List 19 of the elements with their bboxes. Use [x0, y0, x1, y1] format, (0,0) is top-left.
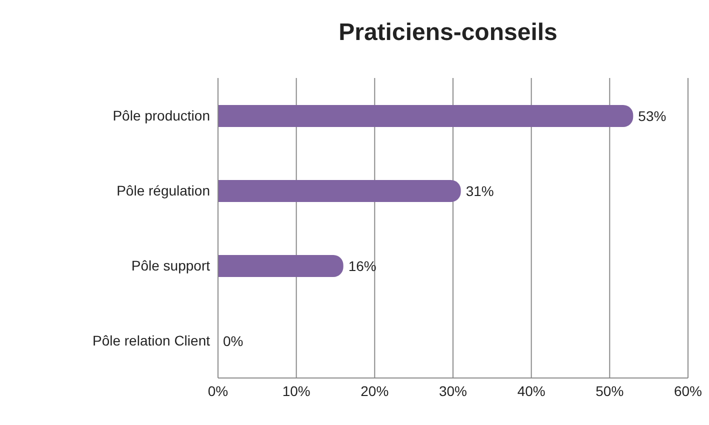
y-tick-label: Pôle régulation	[116, 182, 210, 198]
data-label: 53%	[638, 108, 666, 124]
x-tick-label: 40%	[517, 382, 546, 399]
y-tick-label: Pôle production	[112, 107, 210, 124]
data-label: 0%	[223, 333, 244, 349]
data-label: 31%	[466, 183, 494, 199]
bar	[218, 255, 344, 277]
bar	[218, 105, 634, 127]
x-tick-label: 20%	[360, 382, 389, 399]
x-tick-label: 60%	[674, 382, 702, 399]
y-tick-label: Pôle support	[131, 257, 210, 274]
x-tick-label: 30%	[438, 382, 468, 399]
y-tick-label: Pôle relation Client	[92, 332, 210, 348]
x-tick-label: 50%	[596, 382, 624, 399]
data-label: 16%	[348, 258, 376, 274]
chart-title: Praticiens-conseils	[338, 18, 558, 48]
x-tick-label: 0%	[208, 382, 228, 399]
bar	[218, 180, 461, 202]
x-tick-label: 10%	[282, 382, 310, 399]
